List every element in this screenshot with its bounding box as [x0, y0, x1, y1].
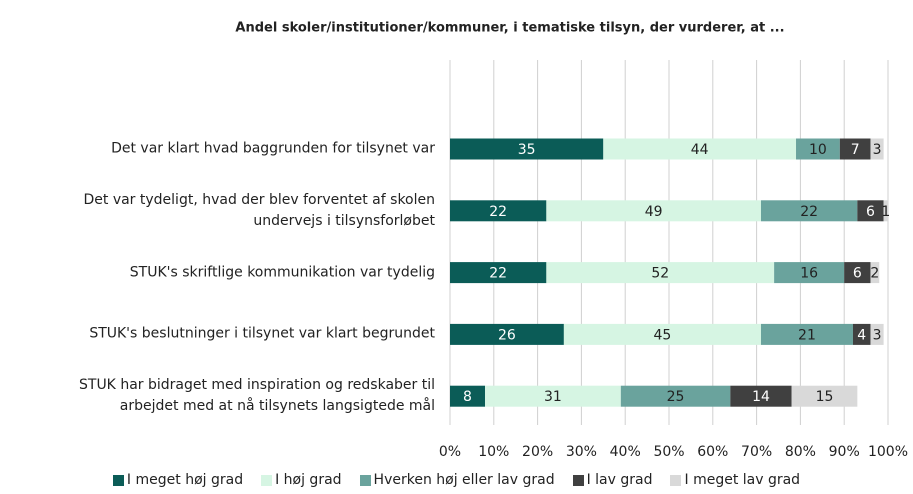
data-label: 8 [463, 389, 472, 405]
x-tick-label: 10% [478, 444, 509, 460]
data-label: 2 [870, 266, 879, 282]
category-label: STUK har bidraget med inspiration og red… [79, 377, 435, 415]
data-label: 3 [873, 327, 882, 343]
bar-segment [791, 385, 858, 407]
legend-swatch [670, 474, 682, 486]
bar-segment [870, 138, 884, 160]
category-label: Det var tydeligt, hvad der blev forvente… [83, 191, 435, 229]
data-label: 6 [866, 204, 875, 220]
legend-swatch [112, 474, 124, 486]
bar-segment [450, 323, 564, 345]
bar-segment [839, 138, 871, 160]
data-label: 35 [518, 142, 536, 158]
bar-segment [485, 385, 621, 407]
data-label: 15 [816, 389, 834, 405]
legend-label: I meget lav grad [684, 472, 801, 488]
bar-segment [852, 323, 871, 345]
x-tick-label: 20% [522, 444, 553, 460]
legend-item: Hverken høj eller lav grad [359, 472, 555, 488]
bar-segment [857, 200, 884, 222]
data-label: 7 [851, 142, 860, 158]
x-tick-label: 100% [868, 444, 908, 460]
x-tick-label: 90% [829, 444, 860, 460]
bar-segment [620, 385, 731, 407]
data-label: 3 [873, 142, 882, 158]
data-label: 21 [798, 327, 816, 343]
data-label: 14 [752, 389, 770, 405]
data-label: 10 [809, 142, 827, 158]
legend-item: I meget lav grad [670, 472, 800, 488]
x-tick-label: 30% [566, 444, 597, 460]
bar-segment [450, 385, 486, 407]
bar-segment [870, 323, 884, 345]
legend-swatch [359, 474, 371, 486]
legend-item: I høj grad [261, 472, 342, 488]
bar-segment [844, 262, 871, 284]
category-label: Det var klart hvad baggrunden for tilsyn… [111, 140, 435, 157]
bar-segment [563, 323, 761, 345]
legend: I meget høj grad I høj grad Hverken høj el… [0, 472, 913, 488]
data-label: 22 [489, 204, 507, 220]
bar-segment [450, 262, 547, 284]
data-label: 6 [853, 266, 862, 282]
bar-segment [760, 323, 853, 345]
bar-segment [546, 200, 761, 222]
data-label: 16 [800, 266, 818, 282]
chart-title: Andel skoler/institutioner/kommuner, i t… [235, 21, 784, 36]
bar-segment [450, 138, 604, 160]
x-tick-label: 60% [697, 444, 728, 460]
legend-swatch [261, 474, 273, 486]
data-label: 26 [498, 327, 516, 343]
legend-item: I lav grad [572, 472, 653, 488]
data-label: 22 [800, 204, 818, 220]
category-label: STUK's skriftlige kommunikation var tyde… [129, 264, 435, 281]
data-label: 4 [857, 327, 866, 343]
bar-segment [603, 138, 797, 160]
data-label: 25 [667, 389, 685, 405]
bar-segment [774, 262, 845, 284]
bar-segment [450, 200, 547, 222]
x-tick-label: 0% [439, 444, 461, 460]
legend-label: Hverken høj eller lav grad [373, 472, 555, 488]
bar-segment [883, 200, 888, 222]
bar-segment [546, 262, 775, 284]
bar-segment [796, 138, 840, 160]
data-label: 44 [691, 142, 709, 158]
x-tick-label: 40% [610, 444, 641, 460]
data-label: 49 [645, 204, 663, 220]
bar-segment [730, 385, 792, 407]
x-tick-label: 80% [785, 444, 816, 460]
data-label: 45 [654, 327, 672, 343]
x-tick-label: 50% [653, 444, 684, 460]
legend-item: I meget høj grad [112, 472, 244, 488]
legend-swatch [572, 474, 584, 486]
data-label: 22 [489, 266, 507, 282]
legend-label: I lav grad [586, 472, 653, 488]
data-label: 52 [651, 266, 669, 282]
legend-label: I meget høj grad [126, 472, 244, 488]
legend-label: I høj grad [275, 472, 342, 488]
bar-segment [870, 262, 880, 284]
data-label: 1 [881, 204, 890, 220]
x-tick-label: 70% [741, 444, 772, 460]
bar-segment [760, 200, 858, 222]
data-label: 31 [544, 389, 562, 405]
category-label: STUK's beslutninger i tilsynet var klart… [89, 325, 435, 342]
